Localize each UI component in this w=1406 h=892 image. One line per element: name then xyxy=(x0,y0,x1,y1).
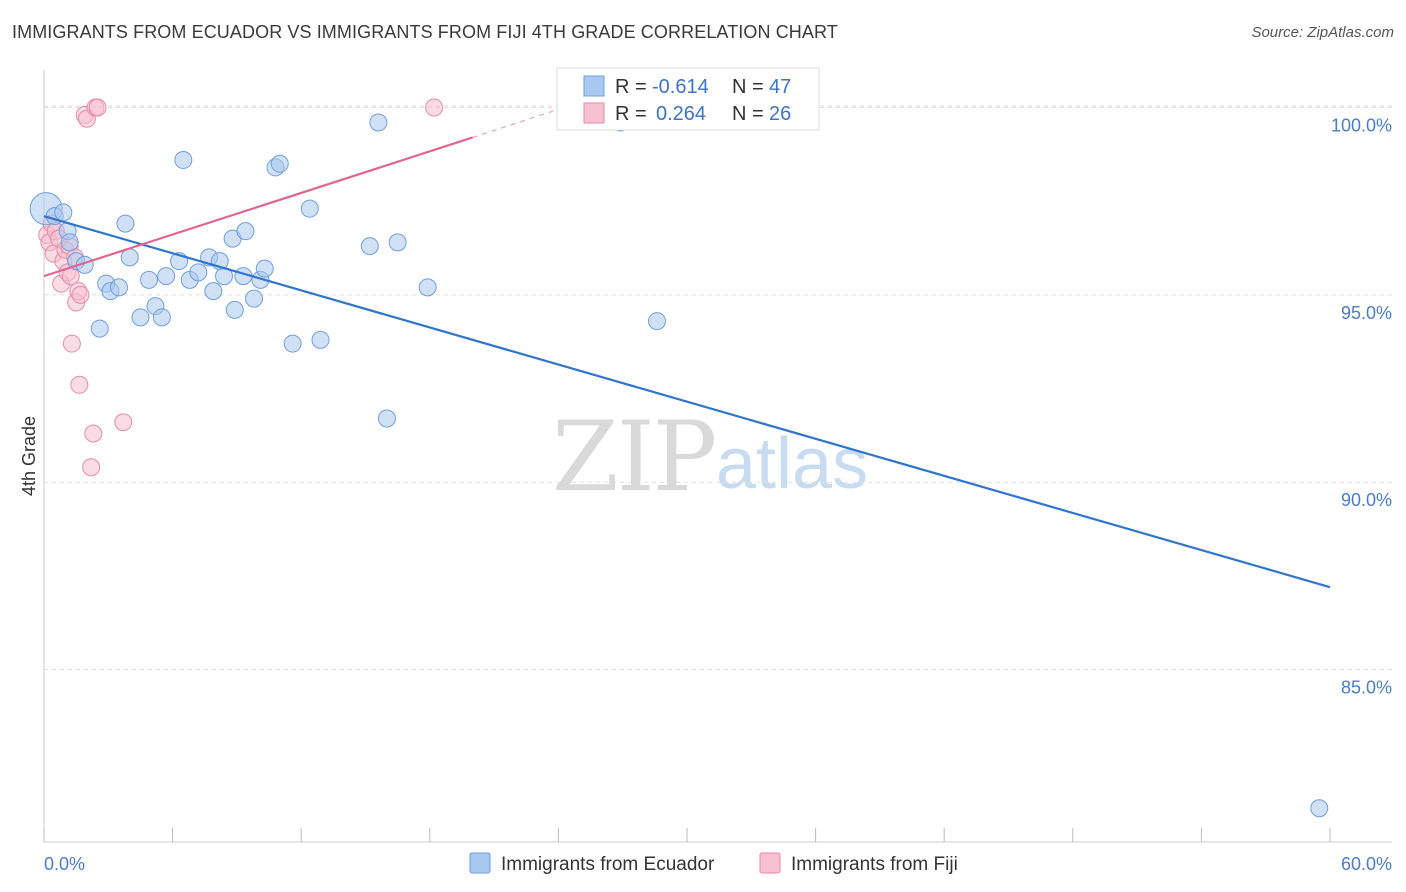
ecuador-point xyxy=(255,259,274,278)
ecuador-n-label: N = xyxy=(732,76,764,98)
fiji-r-label: R = xyxy=(615,103,647,125)
watermark-zip: ZIP xyxy=(552,401,715,513)
ecuador-n-value: 47 xyxy=(769,76,791,98)
ecuador-point xyxy=(157,267,176,286)
fiji-series-swatch xyxy=(759,852,781,874)
ecuador-point xyxy=(189,263,208,282)
ecuador-point xyxy=(110,278,129,297)
fiji-trend-line xyxy=(43,136,474,278)
watermark-atlas: atlas xyxy=(716,424,868,504)
stats-legend: R = -0.614 N = 47 R = 0.264 N = 26 xyxy=(556,67,820,131)
ecuador-point xyxy=(140,270,159,289)
ecuador-point xyxy=(236,222,255,241)
ecuador-point xyxy=(225,300,244,319)
ecuador-point xyxy=(1310,799,1329,818)
fiji-n-value: 26 xyxy=(769,103,791,125)
fiji-point xyxy=(425,98,444,117)
y-tick-label: 85.0% xyxy=(1341,678,1392,698)
ecuador-point xyxy=(60,233,79,252)
trend-lines xyxy=(43,108,1331,589)
ecuador-point xyxy=(388,233,407,252)
ecuador-r-label: R = xyxy=(615,76,647,98)
ecuador-point xyxy=(311,330,330,349)
fiji-n-label: N = xyxy=(732,103,764,125)
source-label: Source: ZipAtlas.com xyxy=(1251,24,1394,41)
ecuador-point xyxy=(360,237,379,256)
ecuador-point xyxy=(377,409,396,428)
ecuador-point xyxy=(152,308,171,327)
ecuador-trend-line xyxy=(43,215,1331,589)
ecuador-point xyxy=(647,312,666,331)
y-tick-labels: 85.0% 90.0% 95.0% 100.0% xyxy=(1331,115,1392,697)
fiji-trend-extension xyxy=(472,108,559,139)
ecuador-series-swatch xyxy=(469,852,491,874)
fiji-point xyxy=(114,413,133,432)
fiji-point xyxy=(84,424,103,443)
ecuador-point xyxy=(300,199,319,218)
y-tick-label: 90.0% xyxy=(1341,490,1392,510)
ecuador-series-label: Immigrants from Ecuador xyxy=(501,854,715,875)
fiji-point xyxy=(88,98,107,117)
x-tick-label-max: 60.0% xyxy=(1341,854,1392,874)
ecuador-point xyxy=(204,282,223,301)
ecuador-legend-swatch xyxy=(583,75,605,97)
series-legend: Immigrants from Ecuador Immigrants from … xyxy=(469,852,958,875)
ecuador-point xyxy=(116,214,135,233)
fiji-point xyxy=(70,375,89,394)
ecuador-point xyxy=(54,203,73,222)
fiji-point xyxy=(71,285,90,304)
ecuador-point xyxy=(270,154,289,173)
y-tick-label: 95.0% xyxy=(1341,303,1392,323)
grid-lines xyxy=(44,105,1392,671)
ecuador-point xyxy=(283,334,302,353)
fiji-r-value: 0.264 xyxy=(656,103,706,125)
ecuador-point xyxy=(90,319,109,338)
ecuador-point xyxy=(245,289,264,308)
y-tick-label: 100.0% xyxy=(1331,115,1392,135)
fiji-point xyxy=(82,458,101,477)
y-axis-label: 4th Grade xyxy=(19,416,39,496)
ecuador-point xyxy=(369,113,388,132)
ecuador-point xyxy=(174,150,193,169)
x-ticks xyxy=(43,828,1331,842)
x-tick-label-min: 0.0% xyxy=(44,854,85,874)
ecuador-point xyxy=(131,308,150,327)
chart-title: IMMIGRANTS FROM ECUADOR VS IMMIGRANTS FR… xyxy=(12,22,838,42)
fiji-series-label: Immigrants from Fiji xyxy=(791,854,958,875)
fiji-legend-swatch xyxy=(583,102,605,124)
ecuador-r-value: -0.614 xyxy=(652,76,709,98)
fiji-point xyxy=(62,334,81,353)
ecuador-point xyxy=(418,278,437,297)
